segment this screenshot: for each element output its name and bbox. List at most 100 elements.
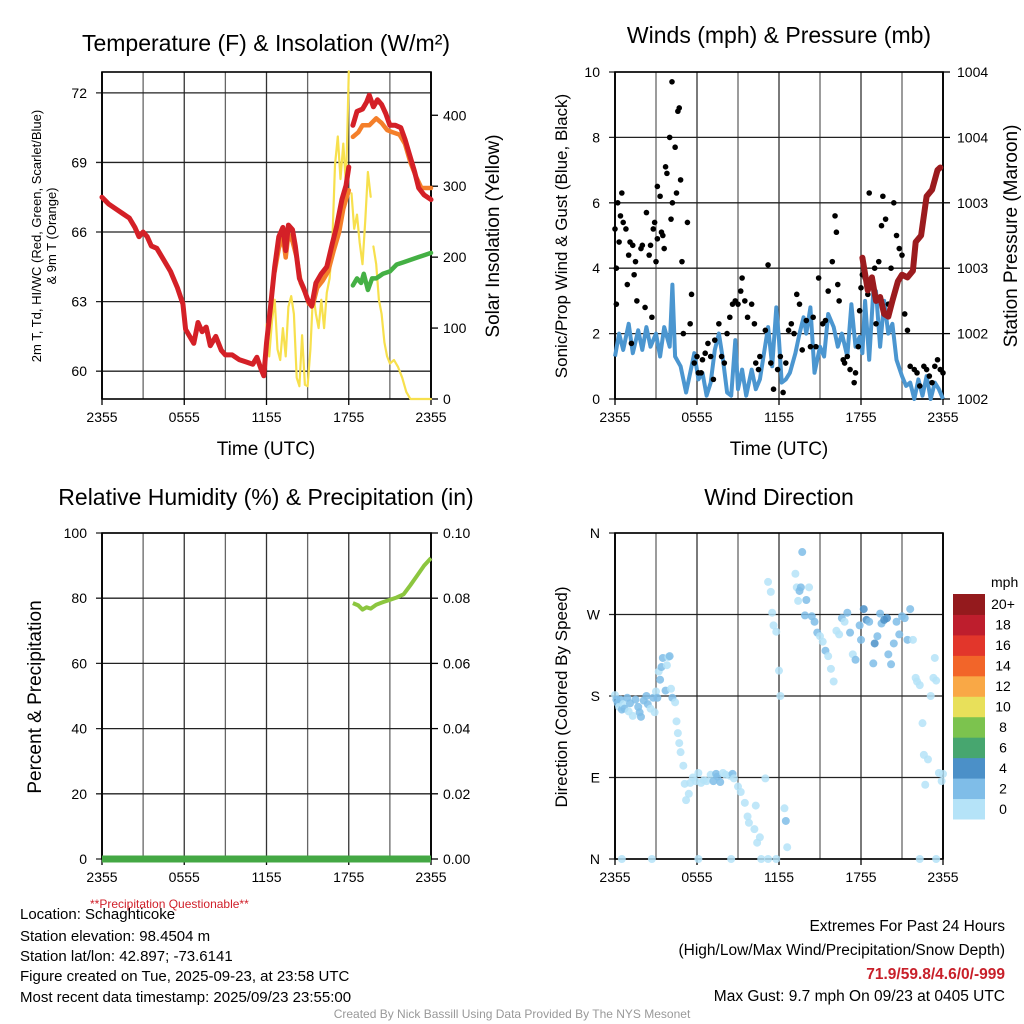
gust-point: [799, 347, 806, 353]
gust-point: [631, 271, 637, 278]
x-tick-label: 2355: [927, 409, 958, 425]
gust-point: [791, 330, 797, 337]
y2-tick-label: 1004: [957, 129, 988, 145]
x-tick-label: 0555: [169, 409, 200, 425]
legend-label: 2: [999, 780, 1007, 796]
wind-direction-point: [716, 778, 725, 787]
gust-point: [914, 370, 920, 376]
x-tick-label: 2355: [86, 409, 117, 425]
gust-point: [612, 226, 618, 232]
wind-direction-point: [743, 812, 752, 821]
gust-point: [634, 298, 640, 304]
gust-point: [780, 389, 786, 396]
series-line-insolation: [265, 70, 350, 388]
gust-point: [777, 353, 784, 360]
wind-direction-point: [932, 855, 941, 863]
y-tick-label: 20: [71, 786, 87, 802]
gust-point: [855, 343, 862, 350]
gust-point: [677, 177, 684, 183]
wind-direction-point: [781, 816, 790, 825]
wind-direction-point: [764, 577, 773, 586]
wind-direction-point: [818, 637, 827, 646]
temperature-y-axis-label: 2m T, Td, HI/WC (Red, Green, Scarlet/Blu…: [29, 110, 59, 362]
legend-label: 16: [995, 637, 1011, 653]
wind-direction-point: [694, 855, 703, 863]
y-tick-label: E: [591, 770, 600, 786]
gust-point: [934, 356, 941, 363]
gust-point: [844, 353, 851, 360]
gust-point: [926, 373, 933, 379]
wind-direction-point: [775, 666, 783, 675]
gust-point: [632, 258, 639, 265]
gust-point: [642, 304, 648, 311]
y-tick-label: 0: [79, 851, 87, 867]
gust-point: [649, 314, 655, 321]
extremes-legend: (High/Low/Max Wind/Precipitation/Snow De…: [678, 942, 1006, 959]
wind-direction-point: [918, 719, 927, 728]
gust-point: [710, 376, 717, 383]
y2-tick-label: 0.08: [443, 590, 470, 606]
y2-tick-label: 400: [443, 107, 467, 123]
wind-direction-point: [653, 693, 662, 702]
wind-direction-point: [744, 818, 753, 827]
wind-direction-point: [915, 855, 924, 863]
gust-point: [836, 298, 842, 304]
y2-tick-label: 0.04: [443, 721, 470, 737]
gust-point: [852, 370, 859, 376]
wind-direction-point: [791, 569, 800, 578]
wind-direction-point: [826, 664, 835, 673]
precipitation-warning: **Precipitation Questionable**: [90, 897, 249, 911]
legend-label: 0: [999, 801, 1007, 817]
gust-point: [669, 79, 675, 85]
wind-direction-point: [892, 617, 901, 626]
wind-direction-point: [631, 695, 640, 704]
gust-point: [783, 360, 789, 366]
wind-direction-point: [768, 608, 777, 617]
gust-point: [923, 366, 930, 373]
wind-direction-point: [656, 675, 665, 684]
gust-point: [705, 340, 711, 347]
legend-label: 8: [999, 719, 1007, 735]
legend-swatch: [953, 778, 985, 800]
gust-point: [669, 200, 676, 206]
gust-point: [770, 386, 777, 392]
legend-label: 14: [995, 658, 1011, 674]
gust-point: [765, 262, 771, 268]
wind-direction-point: [829, 677, 838, 686]
wind-direction-point: [926, 692, 935, 700]
wind-direction-point: [884, 650, 893, 659]
temperature-y-axis-label-line1: 2m T, Td, HI/WC (Red, Green, Scarlet/Blu…: [29, 109, 44, 363]
gust-point: [654, 235, 661, 242]
wind-direction-point: [930, 653, 939, 662]
gust-point: [748, 301, 755, 307]
x-tick-label: 1155: [251, 409, 281, 425]
gust-point: [751, 320, 758, 327]
wind-direction-point: [851, 655, 860, 664]
wind-direction-point: [876, 609, 885, 618]
gust-point: [810, 314, 816, 321]
legend-label: 20+: [991, 596, 1015, 612]
wind-direction-point: [736, 787, 745, 796]
gust-point: [668, 216, 674, 222]
wind-direction-chart-title: Wind Direction: [704, 484, 854, 510]
y2-tick-label: 0: [443, 391, 451, 407]
most-recent-timestamp: Most recent data timestamp: 2025/09/23 2…: [20, 989, 352, 1006]
gust-point: [929, 379, 935, 386]
gust-point: [841, 360, 848, 366]
gust-point: [628, 340, 635, 347]
gust-point: [662, 164, 669, 170]
station-location: Location: Schaghticoke: [20, 906, 176, 923]
series-line-2m-t: [99, 164, 352, 379]
gust-point: [619, 190, 625, 196]
legend-label: 10: [995, 699, 1011, 715]
series-line-insolation: [372, 245, 433, 401]
wind-direction-point: [757, 855, 766, 863]
y2-tick-label: 1003: [957, 260, 988, 276]
x-tick-label: 1755: [845, 869, 876, 885]
gust-point: [661, 245, 667, 252]
wind-direction-point: [647, 855, 656, 863]
relative-humidity-line: [352, 556, 433, 612]
gust-point: [822, 317, 829, 324]
x-tick-label: 1155: [764, 409, 794, 425]
